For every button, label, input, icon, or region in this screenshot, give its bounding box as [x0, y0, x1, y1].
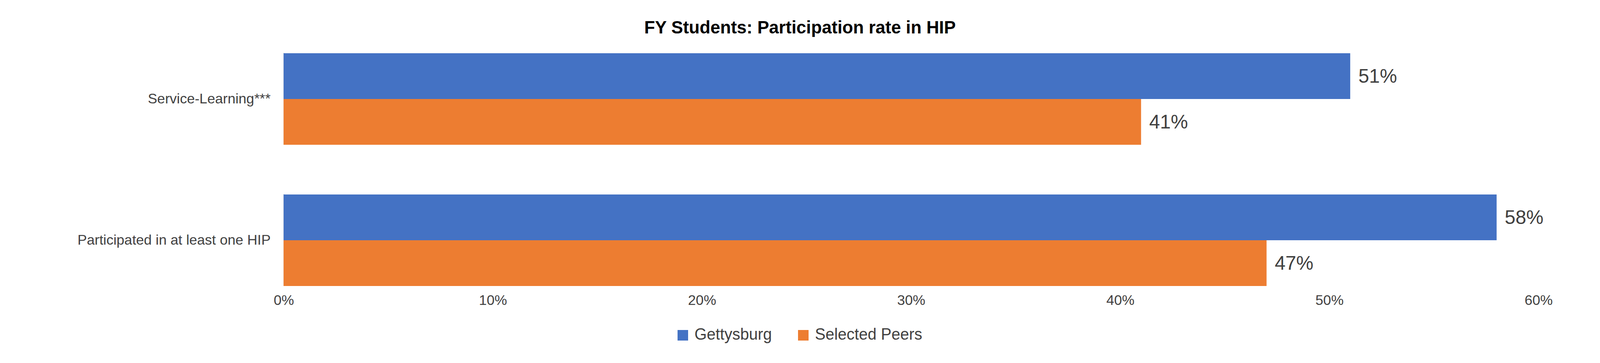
- svg-text:51%: 51%: [1358, 65, 1397, 87]
- svg-text:10%: 10%: [478, 291, 507, 308]
- svg-text:Participated in at least one H: Participated in at least one HIP: [77, 231, 271, 248]
- svg-text:40%: 40%: [1106, 291, 1135, 308]
- html-text:Gettysburg: Gettysburg: [694, 324, 772, 343]
- svg-text:58%: 58%: [1504, 206, 1544, 228]
- svg-text:0%: 0%: [273, 291, 294, 308]
- svg-text:Service-Learning***: Service-Learning***: [147, 90, 271, 107]
- svg-text:30%: 30%: [896, 291, 926, 308]
- html-text:FY Students: Participation rat: FY Students: Participation rate in HIP: [644, 17, 956, 37]
- svg-text:60%: 60%: [1524, 291, 1553, 308]
- html-text:Selected Peers: Selected Peers: [814, 324, 923, 343]
- svg-text:47%: 47%: [1274, 251, 1314, 274]
- svg-text:41%: 41%: [1149, 110, 1189, 133]
- svg-text:50%: 50%: [1315, 291, 1344, 308]
- svg-text:20%: 20%: [688, 291, 717, 308]
